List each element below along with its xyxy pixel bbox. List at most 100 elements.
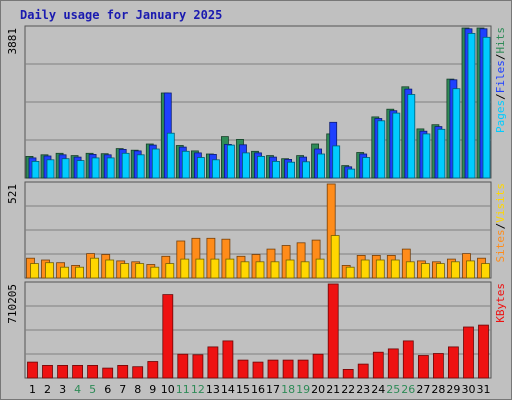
bar-pages-24	[377, 120, 386, 179]
x-tick-label: 7	[119, 383, 126, 396]
bar-kbytes-18	[282, 359, 294, 379]
bar-sites-31	[481, 263, 490, 279]
bar-sites-9	[150, 266, 160, 279]
x-tick-label: 22	[341, 383, 355, 396]
bar-pages-10	[166, 132, 175, 179]
x-tick-label: 14	[221, 383, 235, 396]
bar-sites-29	[450, 261, 460, 279]
bar-sites-12	[195, 258, 205, 279]
bar-pages-17	[272, 160, 280, 179]
x-tick-label: 24	[371, 383, 385, 396]
bar-kbytes-21	[327, 283, 339, 379]
bar-pages-31	[482, 36, 491, 179]
bar-kbytes-20	[312, 353, 324, 379]
legend-entry: Pages	[494, 100, 507, 133]
bar-kbytes-23	[357, 363, 369, 379]
x-tick-label: 27	[416, 383, 430, 396]
legend-entry: /	[494, 93, 507, 100]
panel-visits-sites: 521 Sites/Visits	[6, 181, 507, 279]
bar-sites-27	[420, 263, 430, 279]
bar-kbytes-13	[207, 346, 219, 379]
x-tick-label: 10	[161, 383, 175, 396]
bar-pages-8	[136, 154, 145, 179]
x-tick-label: 31	[477, 383, 491, 396]
bar-kbytes-3	[57, 364, 68, 379]
bar-pages-5	[91, 157, 100, 179]
bar-kbytes-25	[387, 348, 399, 379]
legend-visits-sites: Sites/Visits	[494, 183, 507, 263]
x-tick-label: 11	[176, 383, 190, 396]
bar-pages-9	[151, 148, 160, 179]
bar-kbytes-8	[132, 366, 144, 379]
bar-kbytes-11	[177, 353, 189, 379]
x-tick-label: 29	[446, 383, 460, 396]
bar-kbytes-26	[402, 340, 414, 379]
bar-pages-6	[106, 157, 115, 179]
x-tick-label: 13	[206, 383, 220, 396]
bar-pages-27	[422, 133, 431, 179]
bar-sites-17	[270, 261, 280, 279]
legend-entry: Hits	[494, 27, 507, 54]
x-tick-label: 15	[236, 383, 250, 396]
bar-sites-6	[105, 259, 115, 279]
bar-sites-26	[405, 261, 415, 279]
bar-sites-23	[360, 259, 370, 279]
x-tick-label: 4	[74, 383, 81, 396]
bar-pages-21	[332, 145, 341, 179]
legend-hits-files-pages: Pages/Files/Hits	[494, 27, 507, 133]
bar-kbytes-6	[102, 367, 114, 379]
bar-sites-11	[180, 258, 190, 279]
bar-sites-15	[240, 261, 250, 279]
bar-pages-29	[452, 88, 461, 179]
x-tick-label: 20	[311, 383, 325, 396]
legend-entry: /	[494, 223, 507, 230]
bar-kbytes-30	[463, 326, 474, 379]
x-tick-label: 25	[386, 383, 400, 396]
x-tick-label: 2	[44, 383, 51, 396]
bar-kbytes-14	[222, 340, 234, 379]
series-pages	[31, 33, 491, 179]
bar-pages-20	[317, 153, 326, 179]
legend-entry: Files	[494, 60, 507, 93]
bar-pages-7	[121, 152, 130, 179]
x-tick-label: 21	[326, 383, 340, 396]
bar-sites-22	[345, 266, 355, 279]
bar-pages-25	[392, 112, 401, 179]
bar-pages-16	[257, 155, 265, 179]
bar-kbytes-29	[447, 346, 459, 379]
x-tick-label: 3	[59, 383, 66, 396]
bar-pages-1	[31, 160, 40, 179]
bar-kbytes-15	[237, 359, 249, 379]
bar-sites-8	[135, 263, 145, 279]
x-tick-label: 17	[266, 383, 280, 396]
x-tick-label: 16	[251, 383, 265, 396]
bar-kbytes-27	[417, 355, 429, 379]
panel-kbytes: 710205 KBytes	[6, 281, 507, 379]
x-tick-label: 26	[401, 383, 415, 396]
bar-pages-13	[211, 159, 220, 179]
bar-sites-10	[165, 263, 175, 279]
bar-kbytes-22	[342, 368, 354, 379]
x-tick-label: 18	[281, 383, 295, 396]
bar-kbytes-19	[297, 359, 309, 379]
bar-pages-11	[181, 150, 190, 179]
bar-sites-16	[255, 261, 265, 279]
bar-pages-23	[362, 157, 371, 179]
chart-panels: 3881Pages/Files/Hits521Sites/Visits71020…	[6, 25, 507, 379]
bar-sites-19	[300, 261, 310, 279]
bar-sites-20	[315, 258, 325, 279]
bar-kbytes-31	[478, 324, 489, 379]
legend-entry: KBytes	[494, 283, 507, 323]
bar-pages-18	[287, 161, 296, 179]
x-tick-label: 6	[104, 383, 111, 396]
bar-pages-3	[61, 158, 70, 179]
bar-kbytes-17	[267, 359, 279, 379]
legend-kbytes: KBytes	[494, 283, 507, 323]
bar-sites-21	[330, 235, 340, 279]
bar-sites-13	[210, 258, 220, 279]
bar-sites-2	[45, 262, 54, 279]
bar-kbytes-12	[192, 354, 204, 379]
bar-pages-2	[46, 159, 55, 179]
